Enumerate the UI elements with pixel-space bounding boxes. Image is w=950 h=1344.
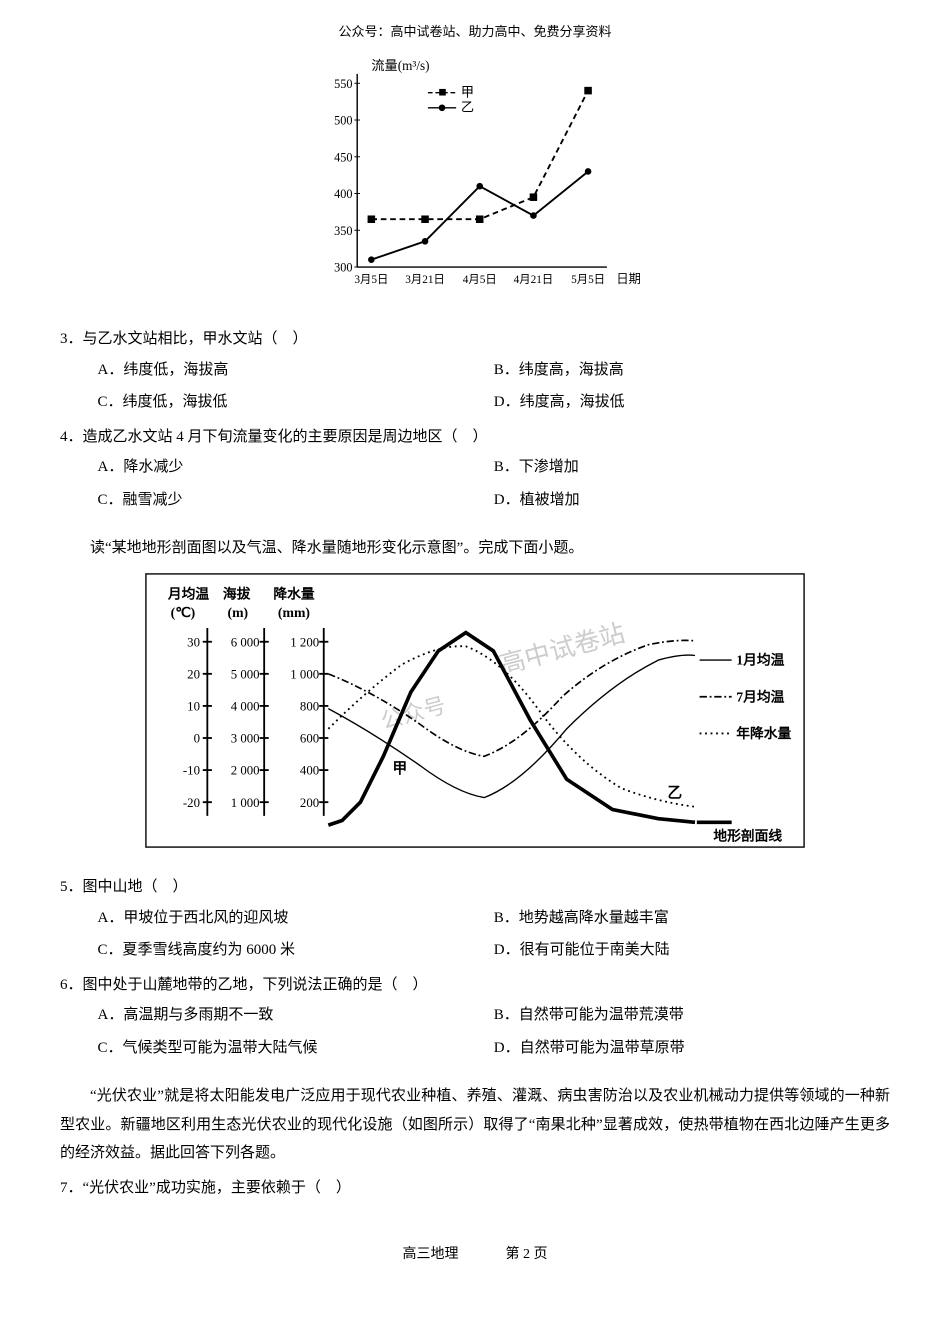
svg-text:30: 30 [187,635,200,649]
svg-text:降水量: 降水量 [273,585,315,601]
svg-text:2 000: 2 000 [231,763,260,777]
q5-stem: 5．图中山地（ ） [60,873,890,902]
footer-subject: 高三地理 [403,1247,459,1262]
svg-text:400: 400 [300,763,319,777]
svg-text:3 000: 3 000 [231,731,260,745]
intro-chart2: 读“某地地形剖面图以及气温、降水量随地形变化示意图”。完成下面小题。 [60,534,890,563]
flow-chart: 流量(m³/s) 300 350 400 450 500 550 3月5日 3月… [305,55,645,311]
svg-text:6 000: 6 000 [231,635,260,649]
svg-text:海拔: 海拔 [223,585,251,601]
q6-opt-a: A．高温期与多雨期不一致 [98,1001,494,1030]
q4-stem: 4．造成乙水文站 4 月下旬流量变化的主要原因是周边地区（ ） [60,423,890,452]
label-jia: 甲 [393,760,408,777]
q6-opt-b: B．自然带可能为温带荒漠带 [494,1001,890,1030]
page-footer: 高三地理 第 2 页 [60,1242,890,1269]
chart1-series-jia [371,90,588,219]
svg-text:450: 450 [334,150,352,164]
svg-text:3月5日: 3月5日 [354,274,388,286]
footer-page: 第 2 页 [506,1247,548,1262]
chart1-xticks: 3月5日 3月21日 4月5日 4月21日 5月5日 [354,274,605,286]
q7-stem: 7．“光伏农业”成功实施，主要依赖于（ ） [60,1174,890,1203]
q3-opt-a: A．纬度低，海拔高 [98,356,494,385]
q3-opt-b: B．纬度高，海拔高 [494,356,890,385]
svg-text:地形剖面线: 地形剖面线 [713,827,782,843]
svg-text:350: 350 [334,224,352,238]
svg-text:10: 10 [187,699,200,713]
svg-text:200: 200 [300,795,319,809]
svg-text:7月均温: 7月均温 [736,688,784,704]
q3-opt-c: C．纬度低，海拔低 [98,388,494,417]
chart1-yticks: 300 350 400 450 500 550 [334,77,360,275]
svg-text:20: 20 [187,667,200,681]
q5-options: A．甲坡位于西北风的迎风坡 B．地势越高降水量越丰富 C．夏季雪线高度约为 60… [60,904,890,965]
svg-text:600: 600 [300,731,319,745]
q6-opt-c: C．气候类型可能为温带大陆气候 [98,1034,494,1063]
svg-text:甲: 甲 [461,84,474,99]
q3-options: A．纬度低，海拔高 B．纬度高，海拔高 C．纬度低，海拔低 D．纬度高，海拔低 [60,356,890,417]
svg-text:500: 500 [334,113,352,127]
q4-options: A．降水减少 B．下渗增加 C．融雪减少 D．植被增加 [60,453,890,514]
q4-opt-a: A．降水减少 [98,453,494,482]
svg-text:1月均温: 1月均温 [736,651,784,667]
svg-text:0: 0 [194,731,200,745]
svg-text:-10: -10 [183,763,200,777]
chart1-xtitle: 日期 [616,272,641,286]
q5-opt-c: C．夏季雪线高度约为 6000 米 [98,936,494,965]
q5-opt-b: B．地势越高降水量越丰富 [494,904,890,933]
svg-text:400: 400 [334,187,352,201]
q3-opt-d: D．纬度高，海拔低 [494,388,890,417]
svg-text:550: 550 [334,77,352,91]
chart1-legend: 甲 乙 [428,84,474,114]
q5-opt-a: A．甲坡位于西北风的迎风坡 [98,904,494,933]
svg-text:5月5日: 5月5日 [571,274,605,286]
q4-opt-c: C．融雪减少 [98,486,494,515]
header-note: 公众号：高中试卷站、助力高中、免费分享资料 [60,20,890,45]
svg-text:300: 300 [334,260,352,274]
svg-text:(m): (m) [228,605,249,621]
svg-text:(℃): (℃) [171,605,196,621]
q4-opt-d: D．植被增加 [494,486,890,515]
svg-text:4 000: 4 000 [231,699,260,713]
q6-stem: 6．图中处于山麓地带的乙地，下列说法正确的是（ ） [60,971,890,1000]
label-yi: 乙 [668,785,683,801]
q5-opt-d: D．很有可能位于南美大陆 [494,936,890,965]
svg-text:1 000: 1 000 [231,795,260,809]
chart1-ytitle: 流量(m³/s) [371,58,429,73]
svg-text:-20: -20 [183,795,200,809]
svg-text:4月21日: 4月21日 [514,274,554,286]
svg-text:(mm): (mm) [278,605,310,621]
svg-text:月均温: 月均温 [167,585,210,601]
svg-text:800: 800 [300,699,319,713]
q3-stem: 3．与乙水文站相比，甲水文站（ ） [60,325,890,354]
q6-options: A．高温期与多雨期不一致 B．自然带可能为温带荒漠带 C．气候类型可能为温带大陆… [60,1001,890,1062]
svg-text:1 000: 1 000 [290,667,319,681]
svg-text:乙: 乙 [461,99,474,114]
para-photovoltaic: “光伏农业”就是将太阳能发电广泛应用于现代农业种植、养殖、灌溉、病虫害防治以及农… [60,1082,890,1168]
svg-text:1 200: 1 200 [290,635,319,649]
svg-text:4月5日: 4月5日 [463,274,497,286]
q4-opt-b: B．下渗增加 [494,453,890,482]
svg-text:3月21日: 3月21日 [405,274,445,286]
svg-text:5 000: 5 000 [231,667,260,681]
q6-opt-d: D．自然带可能为温带草原带 [494,1034,890,1063]
profile-chart: 高中试卷站 公众号 月均温 海拔 降水量 (℃) (m) (mm) 30 20 … [145,573,805,859]
svg-text:年降水量: 年降水量 [736,725,791,741]
